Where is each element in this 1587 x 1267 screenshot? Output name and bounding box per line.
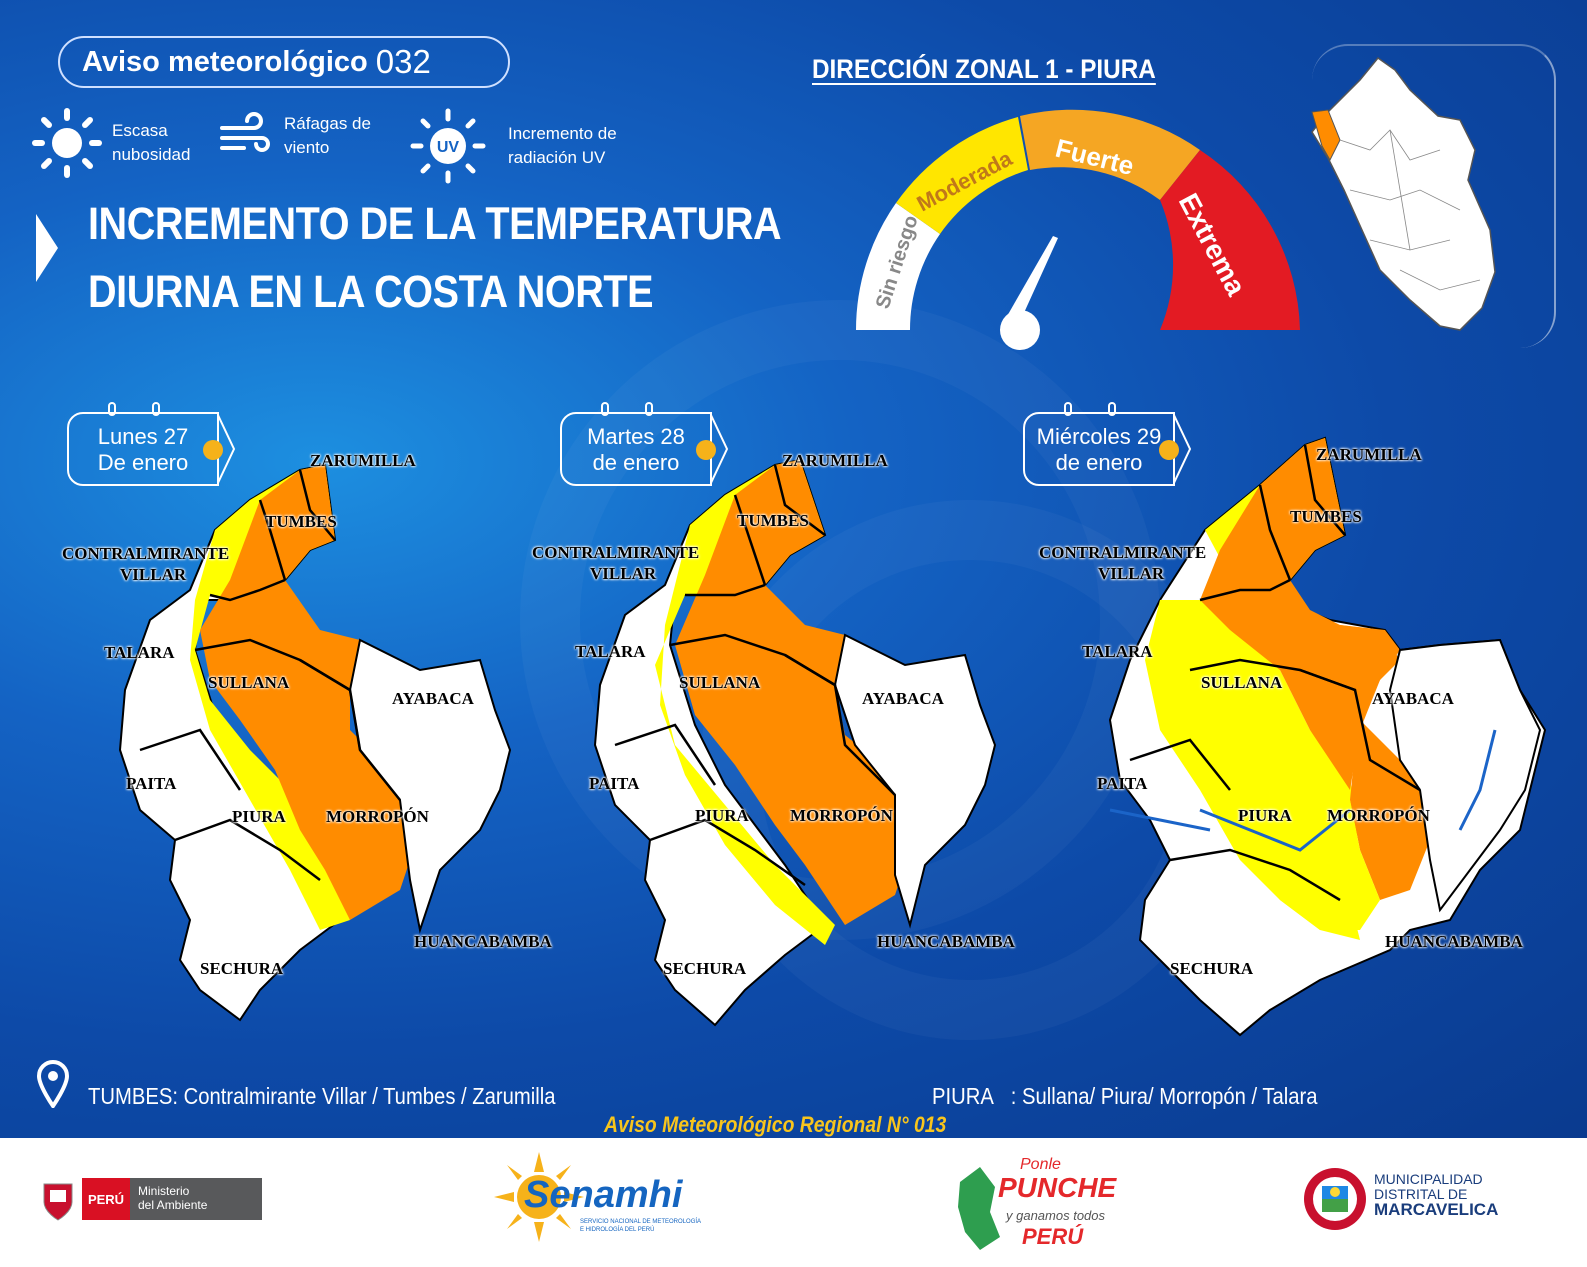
- province-label: TALARA: [575, 642, 646, 661]
- peru-map-icon: [958, 1167, 1000, 1250]
- province-label: SULLANA: [1201, 673, 1283, 692]
- gauge-segment-moderada: [896, 117, 1028, 234]
- province-label: VILLAR: [120, 565, 187, 584]
- ministerio-logo: PERÚ Ministerio del Ambiente: [40, 1176, 262, 1222]
- province-label: PAITA: [126, 774, 177, 793]
- date-tag-wednesday: Miércoles 29 de enero: [1023, 412, 1175, 486]
- province-label: AYABACA: [1372, 689, 1454, 708]
- province-label: HUANCABAMBA: [1385, 932, 1523, 951]
- province-label: PIURA: [695, 806, 749, 825]
- piura-provinces: PIURA : Sullana/ Piura/ Morropón / Talar…: [932, 1083, 1318, 1109]
- province-label: CONTRALMIRANTE: [1039, 543, 1207, 562]
- province-label: MORROPÓN: [326, 807, 429, 826]
- peru-map: [1311, 56, 1496, 331]
- risk-gauge: Sin riesgo Moderada Fuerte Extrema: [856, 109, 1300, 350]
- province-label: ZARUMILLA: [782, 451, 888, 470]
- tumbes-provinces: TUMBES: Contralmirante Villar / Tumbes /…: [88, 1083, 556, 1109]
- condition-uv: UV Incremento de radiación UV: [410, 108, 617, 184]
- province-label: PIURA: [232, 807, 286, 826]
- province-label: SULLANA: [679, 673, 761, 692]
- gauge-segment-extrema: [1160, 150, 1300, 330]
- date-tag-monday: Lunes 27 De enero: [67, 412, 219, 486]
- date-marker-dot: [696, 440, 716, 460]
- province-label: SECHURA: [1170, 959, 1254, 978]
- region-map-monday: [118, 463, 512, 1022]
- zone-title: DIRECCIÓN ZONAL 1 - PIURA: [812, 54, 1156, 84]
- gauge-segment-fuerte: [1020, 109, 1200, 200]
- province-label: PIURA: [1238, 806, 1292, 825]
- aviso-title: Aviso meteorológico 032: [58, 36, 510, 88]
- province-label: PAITA: [1097, 774, 1148, 793]
- uv-icon: UV: [410, 108, 486, 184]
- condition-wind: Ráfagas de viento: [218, 108, 371, 164]
- province-label: VILLAR: [1098, 564, 1165, 583]
- logo-strip: PERÚ Ministerio del Ambiente Senamhi SERV…: [0, 1138, 1587, 1267]
- sun-icon: [32, 108, 102, 178]
- province-label: CONTRALMIRANTE: [62, 544, 230, 563]
- province-label: TALARA: [1082, 642, 1153, 661]
- main-panel: Aviso meteorológico 032 Escasa nubosidad R…: [0, 0, 1587, 1152]
- region-map-wednesday: [1108, 436, 1547, 1037]
- location-pin-icon: [36, 1060, 70, 1108]
- province-label: ZARUMILLA: [310, 451, 416, 470]
- municipalidad-logo: MUNICIPALIDAD DISTRITAL DE MARCAVELICA: [1302, 1160, 1522, 1240]
- peru-label: PERÚ: [82, 1178, 130, 1220]
- wind-icon: [220, 112, 270, 152]
- date-tag-tuesday: Martes 28 de enero: [560, 412, 712, 486]
- ponle-punche-logo: Ponle PUNCHE y ganamos todos PERÚ: [950, 1152, 1116, 1256]
- condition-sun: Escasa nubosidad: [32, 108, 190, 178]
- peru-shield-icon: [43, 1183, 73, 1221]
- location-map-frame: [1312, 44, 1556, 348]
- province-label: HUANCABAMBA: [414, 932, 552, 951]
- province-label: TUMBES: [737, 511, 809, 530]
- province-label: TALARA: [104, 643, 175, 662]
- province-label: SECHURA: [663, 959, 747, 978]
- region-map-tuesday: [593, 458, 997, 1027]
- headline: INCREMENTO DE LA TEMPERATURA DIURNA EN L…: [88, 198, 782, 317]
- province-label: MORROPÓN: [1327, 806, 1430, 825]
- date-marker-dot: [203, 440, 223, 460]
- province-label: VILLAR: [590, 564, 657, 583]
- province-label: SULLANA: [208, 673, 290, 692]
- province-label: TUMBES: [1290, 507, 1362, 526]
- senamhi-logo: Senamhi SERVICIO NACIONAL DE METEOROLOGÍ…: [494, 1146, 714, 1256]
- regional-notice: Aviso Meteorológico Regional N° 013: [604, 1112, 947, 1137]
- province-label: CONTRALMIRANTE: [532, 543, 700, 562]
- province-label: AYABACA: [862, 689, 944, 708]
- province-label: AYABACA: [392, 689, 474, 708]
- province-label: PAITA: [589, 774, 640, 793]
- svg-text:UV: UV: [437, 139, 460, 156]
- date-marker-dot: [1159, 440, 1179, 460]
- province-label: TUMBES: [265, 512, 337, 531]
- province-label: ZARUMILLA: [1316, 445, 1422, 464]
- province-label: SECHURA: [200, 959, 284, 978]
- province-label: HUANCABAMBA: [877, 932, 1015, 951]
- municipal-shield-icon: [1304, 1168, 1366, 1230]
- province-label: MORROPÓN: [790, 806, 893, 825]
- gauge-segment-sin-riesgo: [856, 203, 940, 330]
- gauge-needle: [1000, 236, 1058, 330]
- headline-arrow-icon: [36, 214, 58, 282]
- senamhi-sun-icon: [494, 1152, 584, 1242]
